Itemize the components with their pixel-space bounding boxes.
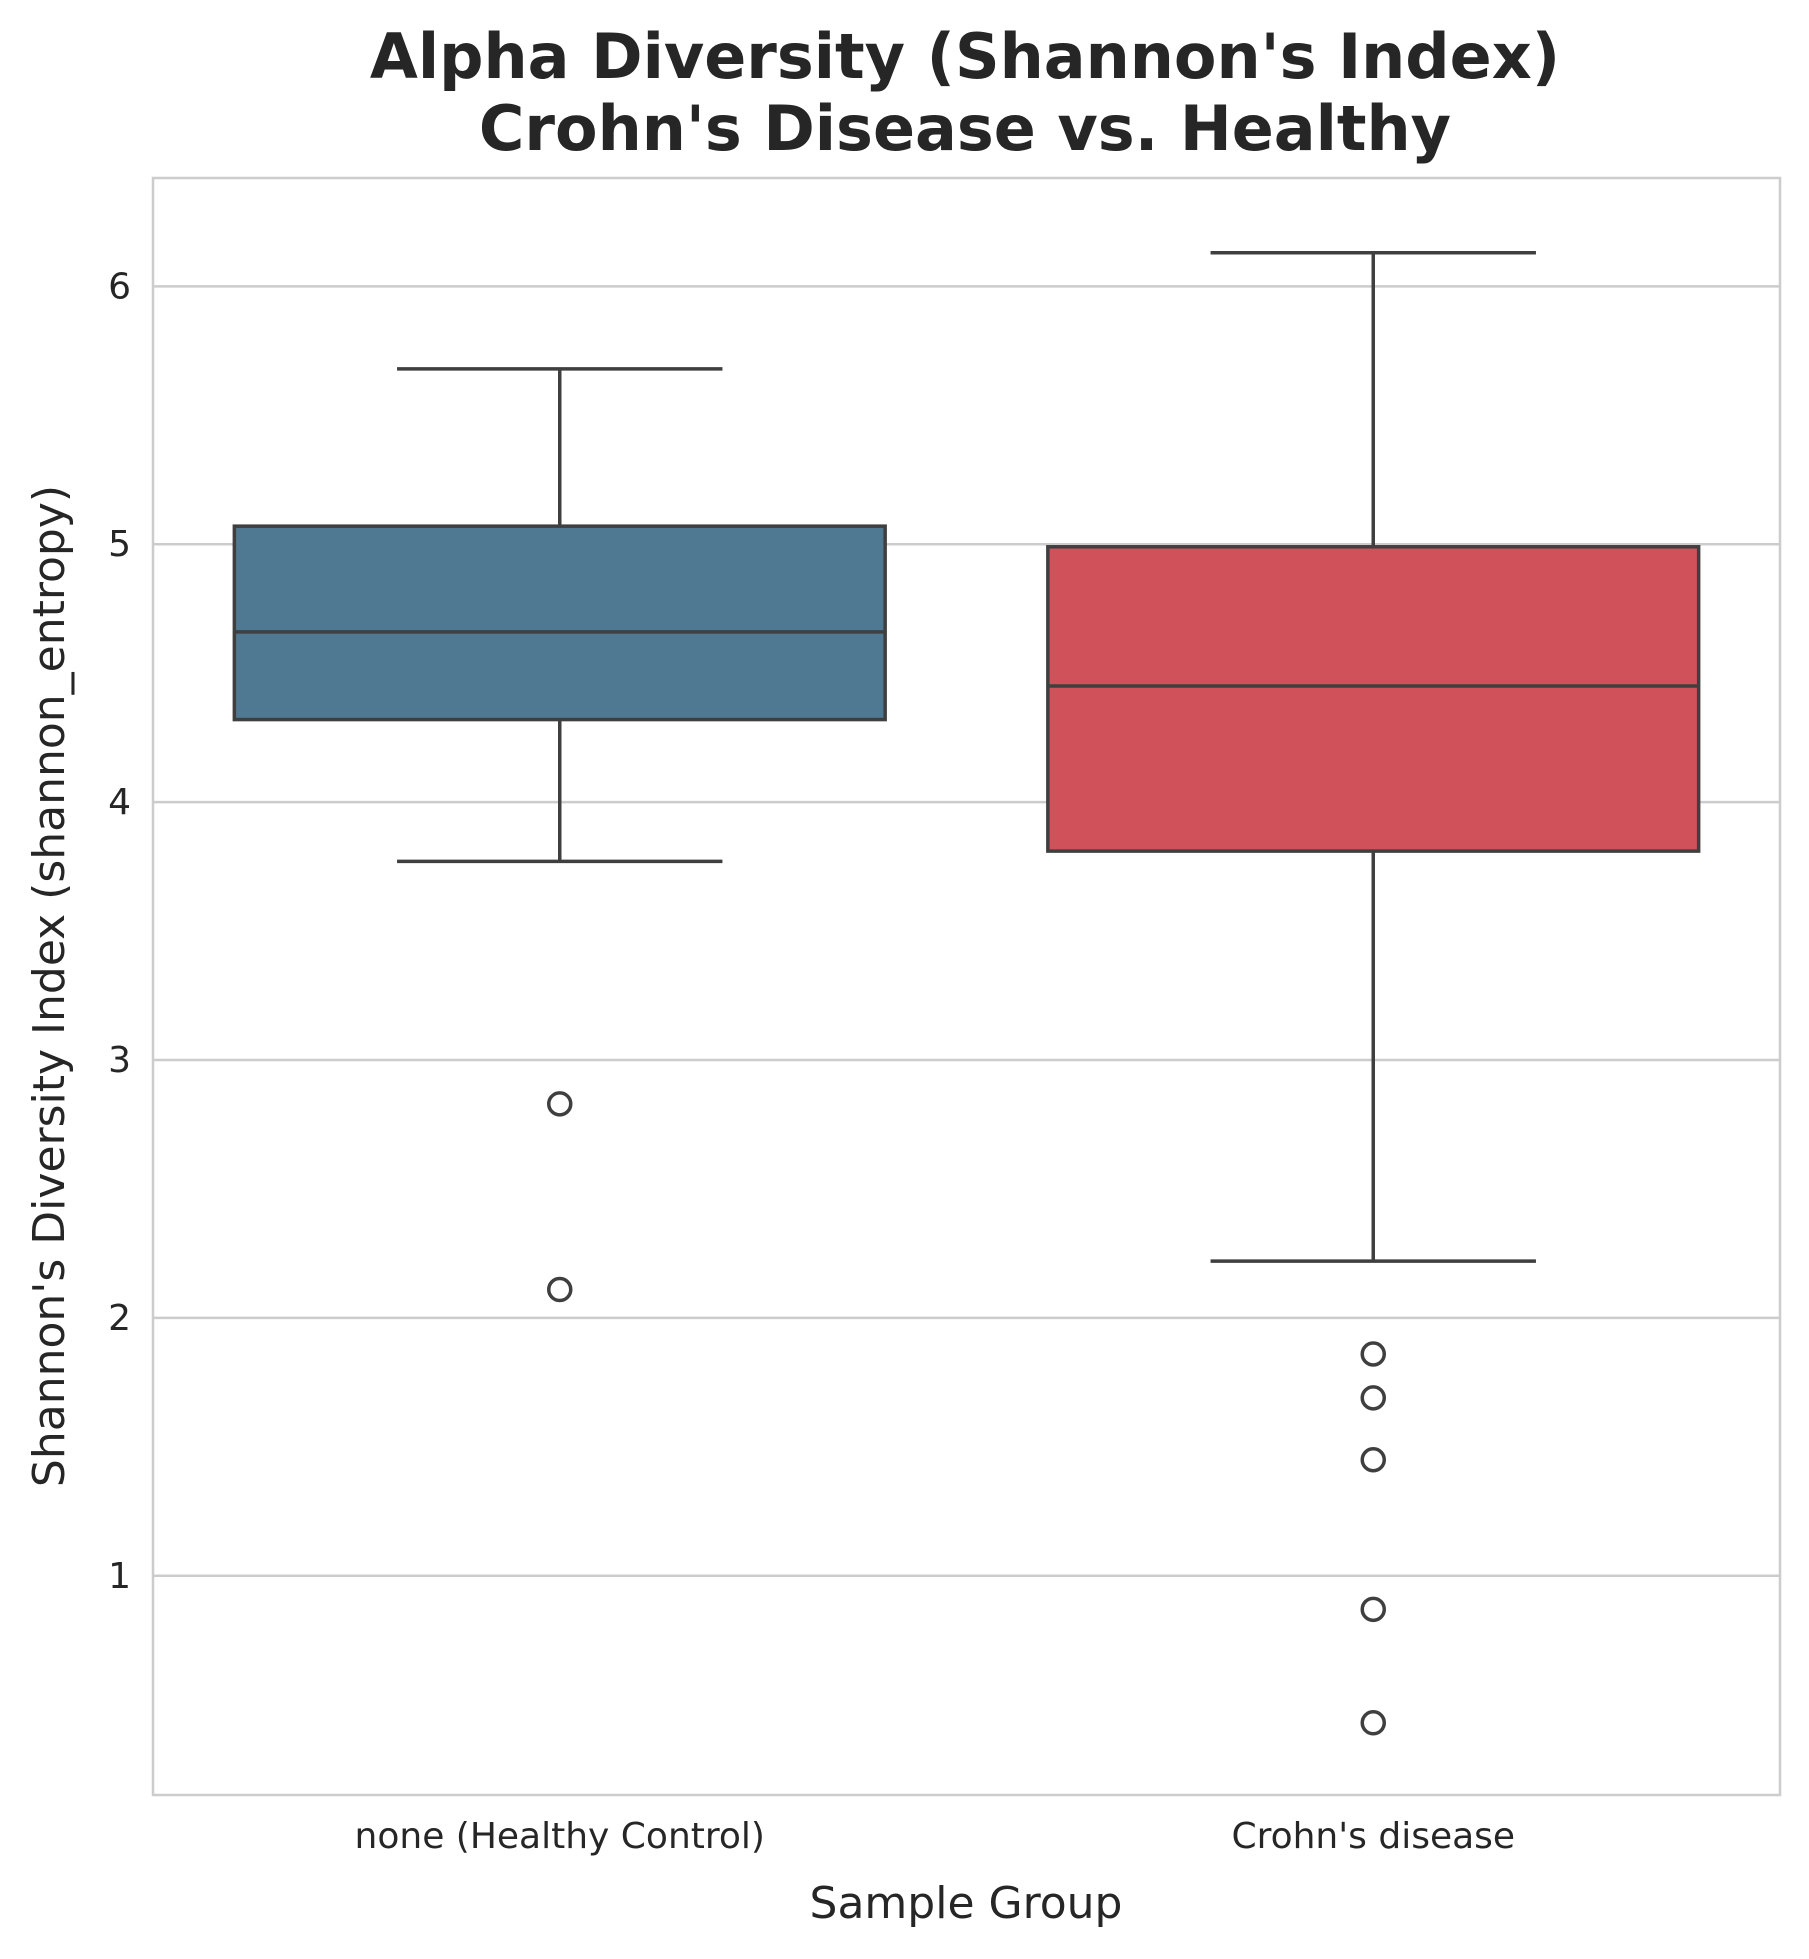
x-tick-label-2: Crohn's disease: [1231, 1816, 1515, 1857]
outlier-point-4: [1360, 1596, 1386, 1623]
x-tick-label-1: none (Healthy Control): [355, 1816, 765, 1857]
outlier-point-2: [547, 1276, 573, 1303]
box-group-2: [1046, 251, 1701, 1736]
outlier-point-1: [547, 1091, 573, 1117]
plot-frame: [151, 176, 1782, 1797]
y-axis-label: Shannon's Diversity Index (shannon_entro…: [24, 485, 75, 1487]
y-tick-label-1: 1: [108, 1556, 131, 1597]
outlier-point-1: [1360, 1341, 1386, 1367]
box-iqr: [232, 524, 887, 722]
box-groups: [232, 251, 1701, 1736]
y-tick-label-2: 2: [108, 1298, 131, 1339]
chart-title-line-2: Crohn's Disease vs. Healthy: [479, 92, 1451, 165]
y-tick-labels: 1 2 3 4 5 6: [108, 266, 131, 1596]
grid-lines: [153, 285, 1780, 1578]
outlier-point-5: [1360, 1710, 1386, 1736]
y-tick-label-4: 4: [108, 782, 131, 823]
x-tick-labels: none (Healthy Control) Crohn's disease: [355, 1816, 1516, 1857]
x-axis-label: Sample Group: [810, 1878, 1123, 1929]
y-tick-label-6: 6: [108, 266, 131, 307]
outlier-point-3: [1360, 1446, 1386, 1473]
box-group-1: [232, 367, 887, 1303]
chart-title-line-1: Alpha Diversity (Shannon's Index): [370, 20, 1560, 93]
y-tick-label-5: 5: [108, 524, 131, 565]
box-iqr: [1046, 545, 1701, 853]
y-tick-label-3: 3: [108, 1040, 131, 1081]
outlier-point-2: [1360, 1385, 1386, 1411]
